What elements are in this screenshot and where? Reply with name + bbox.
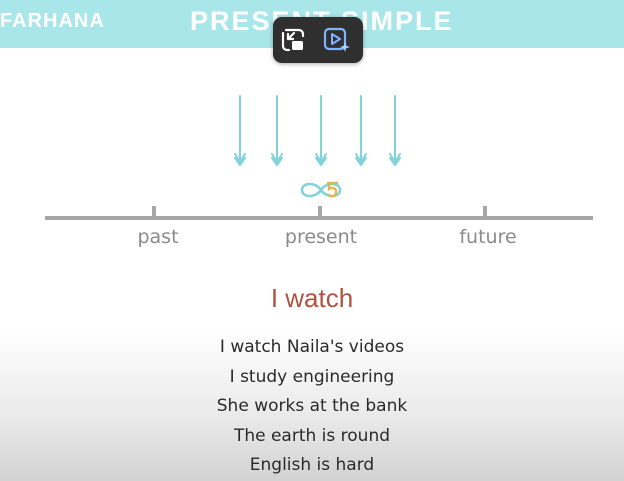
example-sentence: I watch Naila's videos [219,337,405,357]
example-sentence: She works at the bank [216,396,408,416]
example-sentences: I watch Naila's videos I study engineeri… [0,333,624,481]
down-arrow-icon [315,95,327,166]
example-heading: I watch [270,283,354,313]
example-sentence: The earth is round [233,425,391,446]
timeline-tick-past [152,206,156,218]
timeline-tick-future [483,206,487,218]
timeline-label-present: present [284,226,358,248]
timeline-label-future: future [459,226,517,248]
down-arrow-icon [389,95,401,166]
down-arrow-icon [234,95,246,166]
play-sparkle-button[interactable] [321,24,353,56]
timeline-axis [45,216,593,220]
down-arrow-icon [355,95,367,166]
exit-fullscreen-button[interactable] [277,24,309,56]
video-overlay-controls [273,17,363,63]
example-sentence: English is hard [249,455,375,475]
example-sentence: I study engineering [229,366,395,387]
timeline-label-past: past [137,226,179,248]
infinity-symbol-icon [300,181,342,198]
brand-name: FARHANA [0,10,105,32]
exit-fullscreen-icon [281,28,305,52]
down-arrow-icon [271,95,283,166]
play-sparkle-icon [323,27,350,52]
timeline-tick-present [318,206,322,218]
